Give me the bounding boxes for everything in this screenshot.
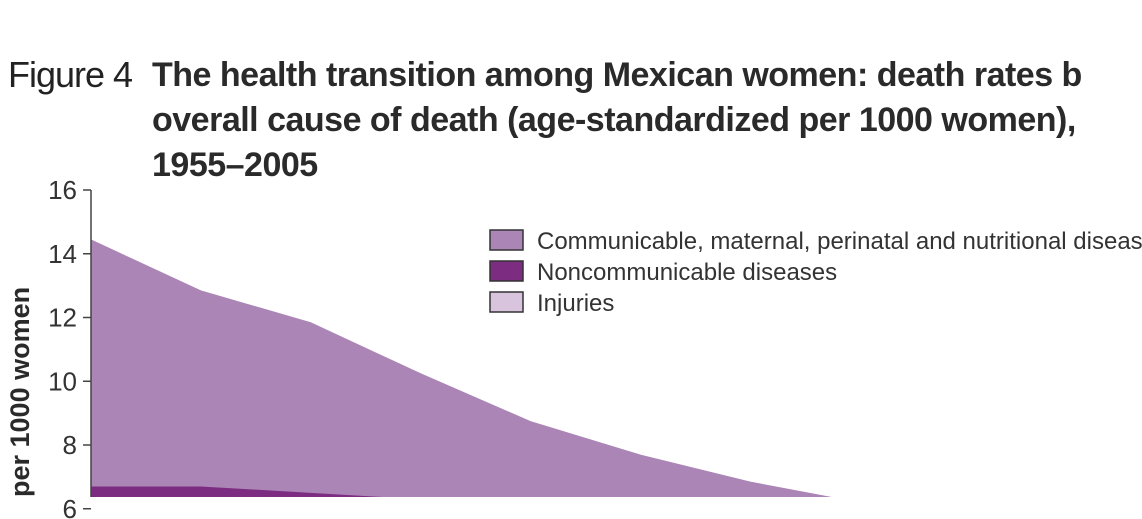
- legend-label: Communicable, maternal, perinatal and nu…: [537, 228, 1142, 255]
- legend-label: Injuries: [537, 290, 614, 317]
- figure-title-line-3: 1955–2005: [152, 146, 318, 184]
- y-axis-ticks: 6 8 10 12 14 16: [48, 175, 91, 519]
- y-tick-label: 6: [63, 494, 77, 519]
- y-tick-label: 12: [48, 303, 77, 333]
- legend-swatch: [489, 229, 524, 251]
- figure-label: Figure 4: [8, 54, 133, 95]
- legend-swatch: [489, 260, 524, 282]
- y-tick-label: 10: [48, 366, 77, 396]
- area-communicable: [91, 239, 1142, 519]
- y-tick-label: 8: [63, 430, 77, 460]
- crop-mask: [0, 497, 1142, 519]
- y-axis-label: per 1000 women: [5, 287, 35, 497]
- y-tick-label: 14: [48, 239, 77, 269]
- legend: Communicable, maternal, perinatal and nu…: [489, 228, 1142, 317]
- legend-swatch: [489, 291, 524, 313]
- figure-title-line-1: The health transition among Mexican wome…: [152, 56, 1082, 94]
- y-tick-label: 16: [48, 175, 77, 205]
- areas-layer: [0, 239, 1142, 519]
- legend-label: Noncommunicable diseases: [537, 259, 837, 286]
- figure-title-line-2: overall cause of death (age-standardized…: [152, 101, 1076, 139]
